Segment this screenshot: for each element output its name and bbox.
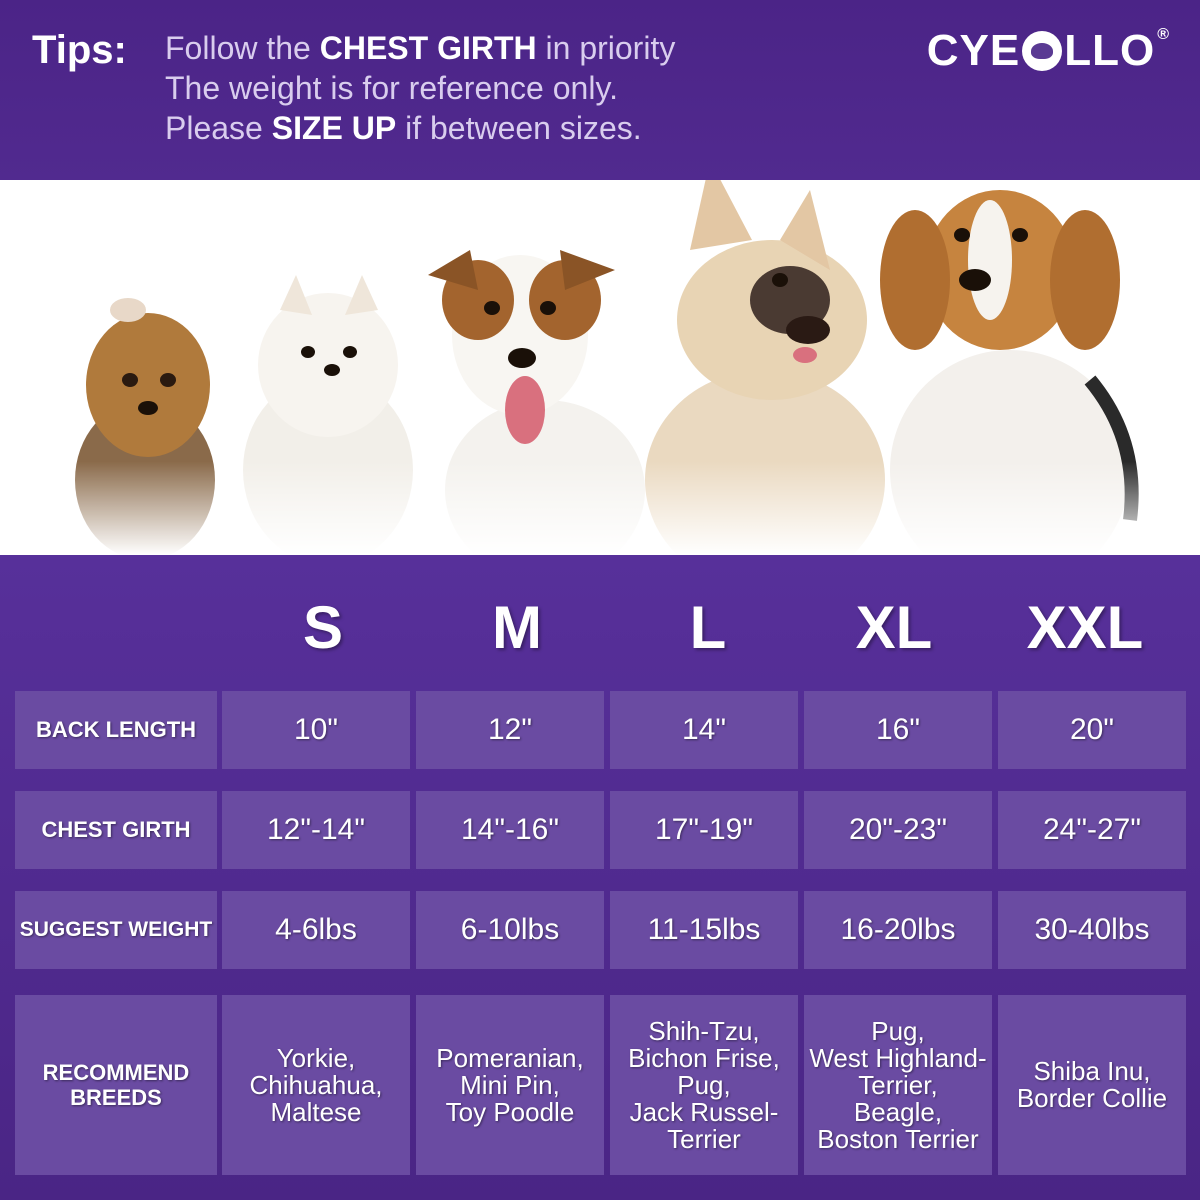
recommend-breeds-xxl: Shiba Inu, Border Collie	[998, 995, 1186, 1175]
back-length-m: 12"	[416, 691, 604, 769]
breeds-l-text: Shih-Tzu, Bichon Frise, Pug, Jack Russel…	[628, 1015, 780, 1154]
chest-girth-xxl: 24"-27"	[998, 791, 1186, 869]
tips-line-1-bold: CHEST GIRTH	[319, 30, 537, 66]
tips-line-1-post: in priority	[536, 30, 676, 66]
size-header-l: L	[689, 594, 727, 661]
row-label-suggest-weight: SUGGEST WEIGHT	[15, 891, 217, 969]
dog-face-logo-icon	[1022, 31, 1063, 71]
suggest-weight-xxl: 30-40lbs	[998, 891, 1186, 969]
tips-label: Tips:	[32, 28, 127, 72]
brand-name-right: LLO	[1064, 26, 1156, 75]
tips-line-2: The weight is for reference only.	[165, 70, 618, 106]
breeds-m-text: Pomeranian, Mini Pin, Toy Poodle	[436, 1042, 584, 1127]
size-header-xxl: XXL	[1026, 594, 1144, 661]
brand-logo: CYE LLO ®	[927, 26, 1170, 76]
suggest-weight-xl: 16-20lbs	[804, 891, 992, 969]
size-header-m: M	[492, 594, 542, 661]
chest-girth-m: 14"-16"	[416, 791, 604, 869]
row-label-back-length: BACK LENGTH	[15, 691, 217, 769]
suggest-weight-m: 6-10lbs	[416, 891, 604, 969]
registered-mark: ®	[1157, 26, 1170, 43]
back-length-l: 14"	[610, 691, 798, 769]
tips-line-1: Follow the CHEST GIRTH in priority	[165, 28, 675, 68]
breeds-s-text: Yorkie, Chihuahua, Maltese	[249, 1042, 383, 1127]
tips-line-1-pre: Follow the	[165, 30, 320, 66]
tips-banner: Tips: Follow the CHEST GIRTH in priority…	[0, 0, 1200, 180]
chest-girth-s: 12"-14"	[222, 791, 410, 869]
dog-lineup-photo	[0, 180, 1200, 555]
tips-line-3-bold: SIZE UP	[271, 110, 397, 146]
suggest-weight-s: 4-6lbs	[222, 891, 410, 969]
size-header-s: S	[302, 594, 344, 661]
recommend-breeds-m: Pomeranian, Mini Pin, Toy Poodle	[416, 995, 604, 1175]
recommend-breeds-l: Shih-Tzu, Bichon Frise, Pug, Jack Russel…	[610, 995, 798, 1175]
tips-line-3: Please SIZE UP if between sizes.	[165, 108, 675, 148]
tips-line-3-post: if between sizes.	[396, 110, 642, 146]
tips-line-3-pre: Please	[165, 110, 272, 146]
tips-text: Follow the CHEST GIRTH in priority The w…	[165, 28, 675, 148]
chest-girth-l: 17"-19"	[610, 791, 798, 869]
breeds-xl-text: Pug, West Highland- Terrier, Beagle, Bos…	[809, 1015, 987, 1154]
recommend-breeds-label-text: RECOMMEND BREEDS	[42, 1060, 190, 1110]
row-label-recommend-breeds: RECOMMEND BREEDS	[15, 995, 217, 1175]
brand-name-left: CYE	[926, 26, 1021, 75]
chest-girth-xl: 20"-23"	[804, 791, 992, 869]
size-header-xl: XL	[855, 594, 933, 661]
size-chart: S M L XL XXL BACK LENGTH 10" 12" 14" 16"…	[0, 555, 1200, 1200]
suggest-weight-l: 11-15lbs	[610, 891, 798, 969]
breeds-xxl-text: Shiba Inu, Border Collie	[1016, 1056, 1168, 1113]
back-length-xl: 16"	[804, 691, 992, 769]
back-length-xxl: 20"	[998, 691, 1186, 769]
row-label-chest-girth: CHEST GIRTH	[15, 791, 217, 869]
back-length-s: 10"	[222, 691, 410, 769]
dog-lineup-illustration	[0, 180, 1200, 555]
recommend-breeds-s: Yorkie, Chihuahua, Maltese	[222, 995, 410, 1175]
recommend-breeds-xl: Pug, West Highland- Terrier, Beagle, Bos…	[804, 995, 992, 1175]
